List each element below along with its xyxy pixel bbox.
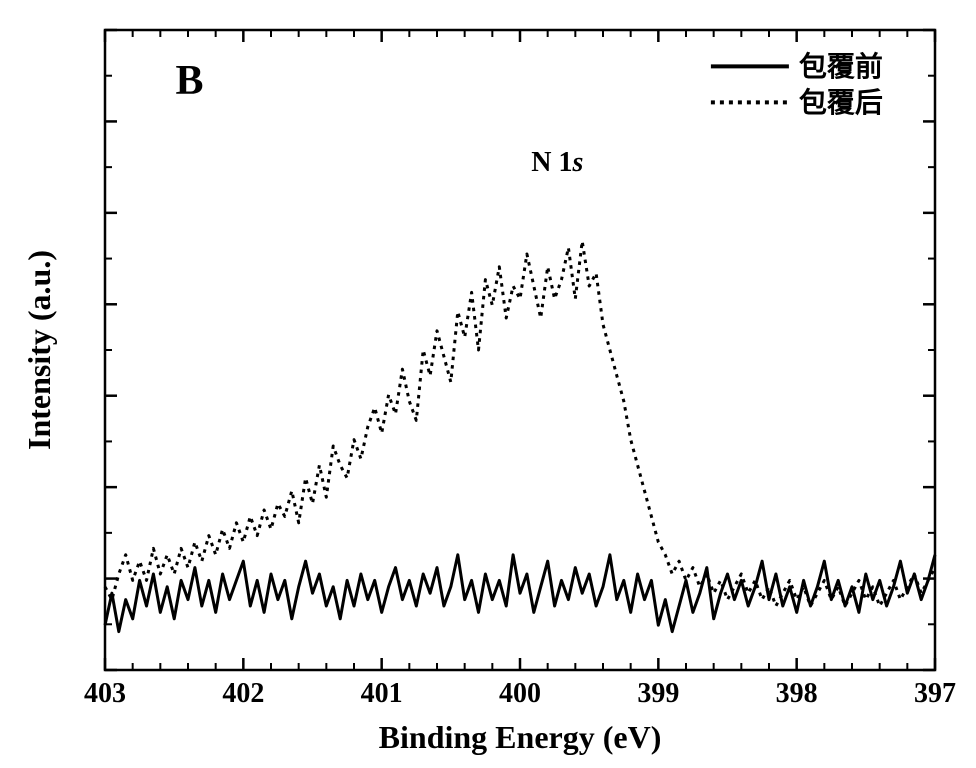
- panel-label: B: [176, 58, 204, 104]
- legend-label: 包覆前: [799, 50, 883, 82]
- xps-chart: 403 402 401 400 399 398 397 Binding Energy (eV)…: [0, 0, 976, 768]
- x-axis-title: Binding Energy (eV): [379, 719, 662, 755]
- x-tick-label: 398: [776, 678, 818, 709]
- x-tick-label: 399: [637, 678, 679, 709]
- x-tick-label: 400: [499, 678, 541, 709]
- x-tick-label: 401: [361, 678, 403, 709]
- peak-label: N 1s: [531, 147, 583, 178]
- x-tick-label: 397: [914, 678, 956, 709]
- plot-frame: [105, 30, 935, 670]
- legend-label: 包覆后: [799, 87, 883, 118]
- chart-svg: 403 402 401 400 399 398 397 Binding Energy (eV)…: [0, 0, 976, 768]
- x-tick-label: 402: [222, 678, 264, 709]
- series-after-coating: [105, 241, 935, 606]
- series-before-coating: [105, 555, 935, 632]
- y-axis-title: Intensity (a.u.): [21, 250, 57, 450]
- x-tick-label: 403: [84, 678, 126, 709]
